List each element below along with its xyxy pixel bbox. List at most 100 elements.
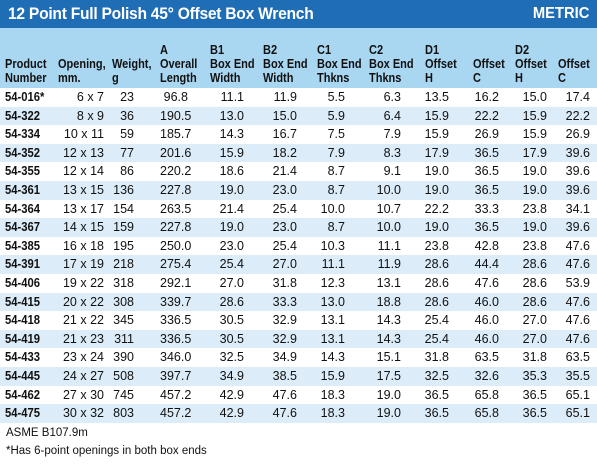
header-line — [58, 43, 106, 57]
cell-b1-width: 18.6 — [210, 162, 244, 181]
header-line: C1 — [317, 43, 362, 57]
cell-weight: 218 — [112, 255, 134, 274]
cell-d2-offset-c: 65.1 — [557, 386, 590, 405]
cell-c1-thickness: 12.3 — [317, 274, 345, 293]
cell-d2-offset-c: 47.6 — [557, 293, 590, 312]
cell-d2-offset-h: 17.9 — [513, 144, 547, 163]
cell-d2-offset-c: 47.6 — [557, 237, 590, 256]
cell-b2-width: 38.5 — [263, 367, 297, 386]
header-line: Offset — [473, 57, 505, 71]
table-body: 54-016* 6 x 7 23 96.8 11.1 11.9 5.5 6.3 13.5 16.2… — [0, 88, 597, 423]
cell-weight: 745 — [112, 386, 134, 405]
cell-opening: 30 x 32 — [58, 404, 104, 423]
header-line: Offset — [425, 57, 457, 71]
table-title: 12 Point Full Polish 45° Offset Box Wren… — [8, 4, 313, 24]
cell-b1-width: 21.4 — [210, 200, 244, 219]
cell-b2-width: 16.7 — [263, 125, 297, 144]
header-line: Opening, — [58, 57, 106, 71]
cell-overall-length: 220.2 — [160, 162, 188, 181]
cell-product-number: 54-419 — [5, 330, 48, 349]
cell-c1-thickness: 18.3 — [317, 386, 345, 405]
cell-weight: 308 — [112, 293, 134, 312]
cell-d1-offset-c: 46.0 — [473, 293, 499, 312]
cell-c1-thickness: 13.0 — [317, 293, 345, 312]
cell-d1-offset-h: 15.9 — [423, 125, 449, 144]
cell-c2-thickness: 11.1 — [369, 237, 401, 256]
cell-d2-offset-h: 15.0 — [513, 88, 547, 107]
cell-overall-length: 397.7 — [160, 367, 188, 386]
cell-d2-offset-c: 47.6 — [557, 311, 590, 330]
cell-c2-thickness: 13.1 — [369, 274, 401, 293]
title-bar: 12 Point Full Polish 45° Offset Box Wren… — [0, 0, 597, 28]
cell-overall-length: 263.5 — [160, 200, 188, 219]
cell-weight: 159 — [112, 218, 134, 237]
header-b1-width: B1 Box End Width — [210, 43, 255, 85]
cell-overall-length: 457.2 — [160, 404, 188, 423]
cell-c2-thickness: 7.9 — [369, 125, 401, 144]
cell-opening: 12 x 13 — [58, 144, 104, 163]
header-line: g — [112, 71, 152, 85]
cell-product-number: 54-406 — [5, 274, 48, 293]
cell-opening: 17 x 19 — [58, 255, 104, 274]
cell-d2-offset-c: 53.9 — [557, 274, 590, 293]
cell-weight: 318 — [112, 274, 134, 293]
cell-c1-thickness: 5.5 — [317, 88, 345, 107]
header-line — [473, 43, 505, 57]
header-d1-offset-c: Offset C — [473, 43, 505, 85]
cell-c1-thickness: 7.5 — [317, 125, 345, 144]
cell-b1-width: 15.9 — [210, 144, 244, 163]
header-line: Weight, — [112, 57, 152, 71]
cell-product-number: 54-322 — [5, 107, 48, 126]
cell-c2-thickness: 10.7 — [369, 200, 401, 219]
cell-d1-offset-c: 47.6 — [473, 274, 499, 293]
cell-d2-offset-h: 19.0 — [513, 181, 547, 200]
table-row: 54-406 19 x 22 318 292.1 27.0 31.8 12.3 13.1 28.… — [0, 274, 597, 293]
header-line — [5, 43, 47, 57]
cell-d2-offset-c: 39.6 — [557, 162, 590, 181]
table-header: Product Number Opening, mm. Weight, g A Overa… — [0, 28, 597, 88]
cell-opening: 13 x 17 — [58, 200, 104, 219]
cell-d1-offset-h: 31.8 — [423, 348, 449, 367]
cell-c2-thickness: 8.3 — [369, 144, 401, 163]
cell-d1-offset-h: 28.6 — [423, 255, 449, 274]
cell-b1-width: 25.4 — [210, 255, 244, 274]
table-row: 54-367 14 x 15 159 227.8 19.0 23.0 8.7 10.0 19.0… — [0, 218, 597, 237]
cell-c1-thickness: 13.1 — [317, 311, 345, 330]
cell-d2-offset-h: 23.8 — [513, 200, 547, 219]
header-line: Offset — [558, 57, 590, 71]
header-c1-thickness: C1 Box End Thkns — [317, 43, 362, 85]
cell-c2-thickness: 10.0 — [369, 181, 401, 200]
cell-b2-width: 21.4 — [263, 162, 297, 181]
cell-opening: 10 x 11 — [58, 125, 104, 144]
cell-opening: 21 x 23 — [58, 330, 104, 349]
header-d2-offset-c: Offset C — [558, 43, 590, 85]
table-row: 54-334 10 x 11 59 185.7 14.3 16.7 7.5 7.9 15.9 26… — [0, 125, 597, 144]
header-opening: Opening, mm. — [58, 43, 106, 85]
cell-b1-width: 23.0 — [210, 237, 244, 256]
cell-c1-thickness: 15.9 — [317, 367, 345, 386]
header-line: Product — [5, 57, 47, 71]
cell-weight: 390 — [112, 348, 134, 367]
cell-d2-offset-h: 28.6 — [513, 255, 547, 274]
cell-c2-thickness: 19.0 — [369, 404, 401, 423]
cell-overall-length: 336.5 — [160, 311, 188, 330]
cell-product-number: 54-352 — [5, 144, 48, 163]
header-line: Box End — [369, 57, 414, 71]
unit-system-label: METRIC — [533, 5, 589, 23]
cell-weight: 36 — [112, 107, 134, 126]
cell-opening: 6 x 7 — [58, 88, 104, 107]
cell-d1-offset-h: 32.5 — [423, 367, 449, 386]
cell-opening: 12 x 14 — [58, 162, 104, 181]
cell-product-number: 54-418 — [5, 311, 48, 330]
header-line: H — [425, 71, 457, 85]
header-line: A — [160, 43, 197, 57]
header-line: Width — [263, 71, 308, 85]
cell-product-number: 54-433 — [5, 348, 48, 367]
cell-d1-offset-c: 36.5 — [473, 181, 499, 200]
cell-b2-width: 27.0 — [263, 255, 297, 274]
cell-b1-width: 30.5 — [210, 311, 244, 330]
cell-c2-thickness: 10.0 — [369, 218, 401, 237]
cell-opening: 24 x 27 — [58, 367, 104, 386]
table-row: 54-445 24 x 27 508 397.7 34.9 38.5 15.9 17.5 32.… — [0, 367, 597, 386]
